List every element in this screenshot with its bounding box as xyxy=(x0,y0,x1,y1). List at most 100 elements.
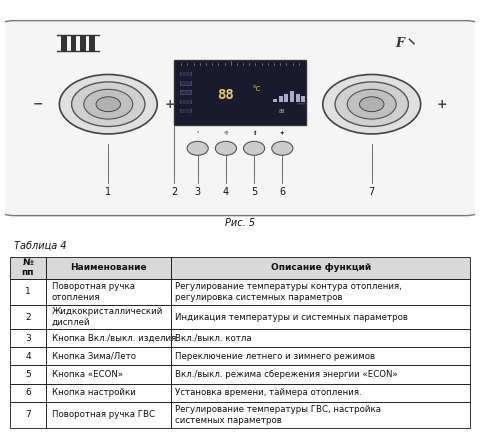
Text: 3: 3 xyxy=(25,334,31,343)
Ellipse shape xyxy=(216,141,237,155)
Bar xyxy=(10,279,47,305)
Ellipse shape xyxy=(243,141,264,155)
Text: +: + xyxy=(437,98,447,111)
Text: ⬆: ⬆ xyxy=(252,131,256,136)
Bar xyxy=(10,329,47,347)
Bar xyxy=(10,347,47,365)
Bar xyxy=(47,365,171,384)
Bar xyxy=(290,91,294,102)
Bar xyxy=(61,35,67,51)
Text: Установка времени, таймера отопления.: Установка времени, таймера отопления. xyxy=(176,388,362,397)
Text: 1: 1 xyxy=(105,187,111,198)
Ellipse shape xyxy=(96,97,120,112)
Bar xyxy=(273,99,277,102)
Bar xyxy=(180,81,192,86)
Text: Регулирование температуры ГВС, настройка
системных параметров: Регулирование температуры ГВС, настройка… xyxy=(176,405,382,424)
Text: 88: 88 xyxy=(217,88,234,102)
Text: Индикация температуры и системных параметров: Индикация температуры и системных параме… xyxy=(176,313,408,321)
Bar xyxy=(47,402,171,428)
Bar xyxy=(71,35,76,51)
Bar xyxy=(181,110,191,113)
Bar xyxy=(181,100,191,104)
Text: +: + xyxy=(164,98,175,111)
Text: ✦: ✦ xyxy=(280,131,285,136)
Text: 7: 7 xyxy=(25,410,31,419)
Text: Переключение летнего и зимнего режимов: Переключение летнего и зимнего режимов xyxy=(176,352,375,361)
Text: Кнопка Зима/Лето: Кнопка Зима/Лето xyxy=(52,352,136,361)
Text: Вкл./выкл. режима сбережения энергии «ECON»: Вкл./выкл. режима сбережения энергии «EC… xyxy=(176,370,398,379)
Text: 6: 6 xyxy=(279,187,286,198)
Bar xyxy=(80,35,86,51)
Text: Вкл./выкл. котла: Вкл./выкл. котла xyxy=(176,334,252,343)
Text: Таблица 4: Таблица 4 xyxy=(14,240,67,251)
Bar xyxy=(171,257,470,279)
Bar xyxy=(171,329,470,347)
Text: Кнопка Вкл./выкл. изделия: Кнопка Вкл./выкл. изделия xyxy=(52,334,176,343)
Ellipse shape xyxy=(335,82,408,127)
Bar xyxy=(278,96,283,102)
Bar xyxy=(10,305,47,329)
Bar xyxy=(171,365,470,384)
Text: Описание функций: Описание функций xyxy=(271,263,371,272)
Bar xyxy=(180,99,192,104)
Text: Поворотная ручка
отопления: Поворотная ручка отопления xyxy=(52,282,135,302)
Bar xyxy=(47,279,171,305)
Text: °C: °C xyxy=(252,86,261,92)
Bar xyxy=(284,94,288,102)
Bar xyxy=(10,365,47,384)
Text: −: − xyxy=(296,98,306,111)
Text: F: F xyxy=(396,37,404,50)
Ellipse shape xyxy=(60,74,157,134)
Text: 6: 6 xyxy=(25,388,31,397)
Bar xyxy=(301,96,305,102)
Bar xyxy=(171,279,470,305)
Text: 3: 3 xyxy=(194,187,201,198)
Bar xyxy=(180,72,192,76)
Text: 2: 2 xyxy=(171,187,177,198)
Text: 4: 4 xyxy=(223,187,229,198)
Bar xyxy=(181,91,191,95)
Bar xyxy=(47,347,171,365)
Text: №
пп: № пп xyxy=(22,258,34,277)
Bar xyxy=(171,305,470,329)
Bar xyxy=(10,384,47,402)
FancyBboxPatch shape xyxy=(0,21,480,215)
Text: 2: 2 xyxy=(25,313,31,321)
Bar xyxy=(10,257,47,279)
Ellipse shape xyxy=(272,141,293,155)
Text: 7: 7 xyxy=(369,187,375,198)
Text: ❊: ❊ xyxy=(224,131,228,136)
FancyBboxPatch shape xyxy=(174,60,306,125)
Bar xyxy=(47,329,171,347)
Bar xyxy=(171,347,470,365)
Text: 4: 4 xyxy=(25,352,31,361)
Bar xyxy=(181,81,191,85)
Ellipse shape xyxy=(187,141,208,155)
Text: Кнопка настройки: Кнопка настройки xyxy=(52,388,136,397)
Text: 1: 1 xyxy=(25,287,31,297)
Bar xyxy=(10,402,47,428)
Ellipse shape xyxy=(360,97,384,112)
Text: Кнопка «ECON»: Кнопка «ECON» xyxy=(52,370,123,379)
Text: Регулирование температуры контура отопления,
регулировка системных параметров: Регулирование температуры контура отопле… xyxy=(176,282,402,302)
Bar xyxy=(89,35,95,51)
Bar xyxy=(180,90,192,95)
Ellipse shape xyxy=(84,89,133,119)
Bar xyxy=(171,402,470,428)
Bar xyxy=(296,94,300,102)
Text: −: − xyxy=(33,98,43,111)
Bar xyxy=(47,257,171,279)
Text: 88: 88 xyxy=(279,109,286,114)
Ellipse shape xyxy=(323,74,420,134)
Bar xyxy=(181,72,191,76)
Bar xyxy=(47,305,171,329)
Text: Рис. 5: Рис. 5 xyxy=(225,218,255,228)
Ellipse shape xyxy=(72,82,145,127)
Text: ᵒ: ᵒ xyxy=(196,131,199,136)
Bar xyxy=(47,384,171,402)
Bar xyxy=(171,384,470,402)
Text: 5: 5 xyxy=(251,187,257,198)
Text: 5: 5 xyxy=(25,370,31,379)
Text: Поворотная ручка ГВС: Поворотная ручка ГВС xyxy=(52,410,155,419)
Bar xyxy=(180,109,192,113)
